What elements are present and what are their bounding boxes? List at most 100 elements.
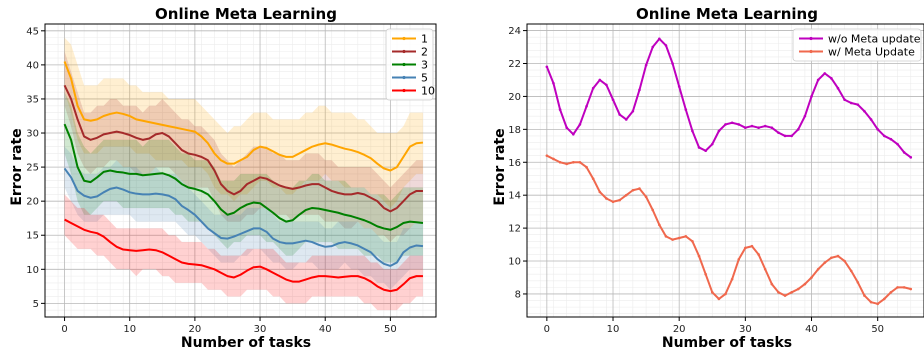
right-point-series-1 bbox=[611, 200, 615, 204]
right-y-tick-label: 24 bbox=[508, 26, 521, 37]
right-point-series-1 bbox=[565, 162, 568, 166]
left-line-series-4 bbox=[64, 218, 423, 293]
right-point-series-1 bbox=[883, 297, 886, 301]
right-point-series-0 bbox=[896, 142, 899, 146]
right-point-series-0 bbox=[710, 142, 714, 146]
left-y-axis-label: Error rate bbox=[9, 128, 25, 205]
right-point-series-0 bbox=[664, 44, 668, 47]
right-point-series-1 bbox=[578, 160, 582, 164]
left-y-tick-label: 40 bbox=[26, 60, 39, 71]
right-point-series-1 bbox=[545, 154, 549, 157]
right-y-tick-label: 22 bbox=[508, 59, 521, 70]
right-point-series-0 bbox=[651, 45, 655, 49]
right-point-series-0 bbox=[671, 62, 674, 65]
left-legend-marker bbox=[402, 88, 406, 93]
right-point-series-0 bbox=[777, 131, 780, 134]
left-chart-panel: Online Meta Learning 0 10 20 30 40 5051015202… bbox=[9, 5, 437, 351]
left-x-tick-label: 0 bbox=[61, 324, 67, 335]
left-y-tick-label: 15 bbox=[26, 231, 39, 242]
right-point-series-1 bbox=[737, 258, 741, 261]
right-point-series-1 bbox=[598, 190, 602, 194]
left-legend-marker bbox=[402, 62, 406, 67]
right-point-series-0 bbox=[552, 81, 555, 85]
right-point-series-1 bbox=[810, 276, 813, 279]
right-y-tick-label: 18 bbox=[508, 125, 521, 136]
right-x-tick-label: 10 bbox=[607, 324, 620, 335]
right-point-series-1 bbox=[889, 291, 893, 294]
left-legend-label: 10 bbox=[421, 85, 435, 98]
right-point-series-1 bbox=[704, 272, 707, 276]
right-point-series-0 bbox=[605, 83, 608, 87]
right-point-series-0 bbox=[618, 113, 621, 116]
right-point-series-0 bbox=[717, 129, 721, 133]
left-plot-frame bbox=[44, 23, 437, 318]
right-point-series-1 bbox=[658, 223, 661, 227]
right-chart-ticks: 0 10 20 30 40 50 8 10 12 14 16 18 20 22 24 bbox=[508, 26, 884, 335]
right-y-tick-label: 20 bbox=[508, 92, 521, 103]
right-x-tick-label: 30 bbox=[739, 324, 752, 335]
right-point-series-1 bbox=[902, 286, 906, 289]
right-point-series-1 bbox=[803, 282, 807, 286]
left-chart-ticks: 0 10 20 30 40 50 5 10 15 20 25 30 35 40 45 bbox=[26, 26, 396, 335]
right-point-series-0 bbox=[909, 156, 913, 159]
right-point-series-1 bbox=[624, 193, 628, 197]
right-y-tick-label: 16 bbox=[508, 158, 521, 169]
right-point-series-1 bbox=[558, 160, 562, 164]
left-line-series-1 bbox=[63, 84, 423, 213]
right-point-series-0 bbox=[572, 132, 575, 136]
right-point-series-0 bbox=[697, 146, 701, 149]
left-x-axis-label: Number of tasks bbox=[181, 335, 311, 351]
right-point-series-0 bbox=[684, 108, 688, 111]
right-point-series-1 bbox=[763, 267, 767, 271]
right-point-series-0 bbox=[816, 78, 820, 82]
right-point-series-1 bbox=[783, 294, 787, 297]
right-y-tick-label: 8 bbox=[515, 289, 521, 300]
right-point-series-0 bbox=[578, 123, 582, 126]
right-point-series-0 bbox=[545, 65, 549, 69]
right-point-series-0 bbox=[644, 63, 648, 67]
right-chart-panel: Online Meta Learning 0 10 20 30 40 50 8 10 12 14 1… bbox=[492, 5, 924, 351]
right-legend-box bbox=[792, 28, 922, 62]
right-legend-label: w/o Meta update bbox=[828, 33, 921, 46]
right-point-series-1 bbox=[631, 188, 635, 192]
left-chart-lines bbox=[63, 61, 424, 293]
right-point-series-0 bbox=[750, 124, 754, 128]
right-point-series-1 bbox=[651, 208, 655, 212]
right-point-series-0 bbox=[638, 88, 641, 92]
left-x-tick-label: 40 bbox=[319, 324, 332, 335]
right-legend-marker bbox=[809, 36, 813, 41]
right-point-series-0 bbox=[863, 109, 866, 113]
right-point-series-1 bbox=[777, 291, 780, 294]
right-point-series-0 bbox=[883, 134, 886, 138]
right-line-series-1 bbox=[546, 154, 912, 305]
right-point-series-1 bbox=[730, 277, 734, 281]
left-line-series-0 bbox=[63, 61, 424, 172]
right-point-series-1 bbox=[849, 269, 853, 273]
right-point-series-1 bbox=[638, 187, 641, 190]
right-point-series-1 bbox=[823, 261, 827, 264]
right-chart-grid bbox=[526, 23, 924, 317]
right-point-series-1 bbox=[710, 291, 714, 294]
right-point-series-1 bbox=[863, 294, 866, 297]
right-chart-title: Online Meta Learning bbox=[636, 5, 818, 23]
left-y-tick-label: 45 bbox=[26, 26, 39, 37]
left-band-series-4 bbox=[64, 194, 423, 311]
right-point-series-1 bbox=[697, 254, 701, 258]
left-x-tick-label: 10 bbox=[123, 324, 136, 335]
right-point-series-0 bbox=[737, 123, 741, 126]
right-point-series-0 bbox=[836, 86, 840, 90]
right-point-series-0 bbox=[591, 86, 595, 90]
left-y-tick-label: 10 bbox=[26, 265, 39, 276]
right-point-series-0 bbox=[783, 134, 787, 138]
right-point-series-1 bbox=[869, 300, 873, 304]
right-x-tick-label: 20 bbox=[673, 324, 686, 335]
right-chart-lines bbox=[545, 37, 913, 306]
right-point-series-0 bbox=[856, 103, 860, 106]
right-point-series-1 bbox=[552, 157, 555, 161]
left-legend-label: 2 bbox=[421, 46, 428, 59]
left-band-series-1 bbox=[64, 51, 423, 243]
right-point-series-0 bbox=[730, 121, 734, 125]
left-legend-label: 1 bbox=[421, 33, 428, 46]
right-point-series-1 bbox=[717, 297, 721, 301]
